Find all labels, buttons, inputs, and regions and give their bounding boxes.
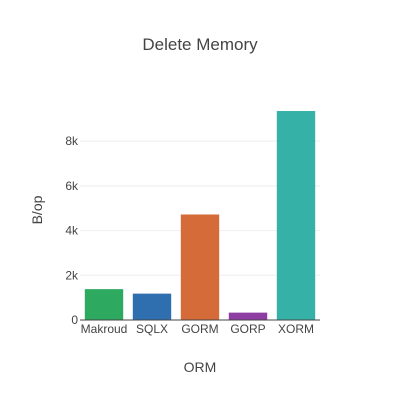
- x-axis-tick-labels: Makroud SQLX GORM GORP XORM: [81, 322, 314, 336]
- bar-xorm[interactable]: [276, 111, 316, 320]
- bar-makroud[interactable]: [84, 289, 124, 320]
- bars: [84, 111, 316, 320]
- bar-gorp[interactable]: [228, 312, 268, 320]
- bar-gorm[interactable]: [180, 214, 220, 320]
- bar-sqlx[interactable]: [132, 293, 172, 320]
- x-tick-label: SQLX: [136, 322, 168, 336]
- y-tick-label: 6k: [65, 179, 79, 193]
- y-axis-title: B/op: [29, 195, 45, 224]
- x-tick-label: Makroud: [81, 322, 128, 336]
- x-tick-label: GORP: [230, 322, 265, 336]
- chart-title: Delete Memory: [142, 35, 258, 54]
- y-tick-label: 2k: [65, 268, 79, 282]
- y-tick-label: 4k: [65, 224, 79, 238]
- y-tick-label: 8k: [65, 134, 79, 148]
- x-tick-label: GORM: [181, 322, 218, 336]
- y-axis-tick-labels: 0 2k 4k 6k 8k: [65, 134, 79, 327]
- x-axis-title: ORM: [184, 359, 217, 375]
- x-tick-label: XORM: [278, 322, 314, 336]
- y-tick-label: 0: [71, 313, 78, 327]
